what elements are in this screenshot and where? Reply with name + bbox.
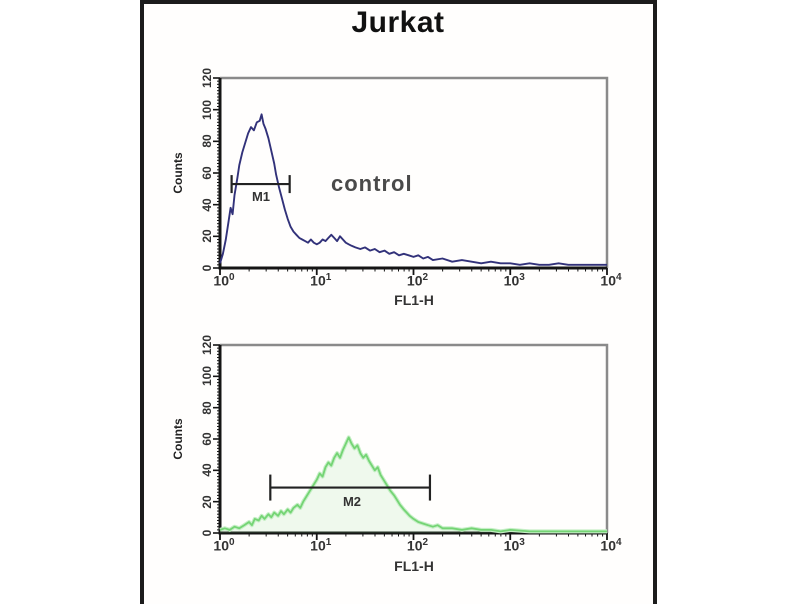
figure-frame [140,0,657,604]
page-title: Jurkat [351,6,445,39]
